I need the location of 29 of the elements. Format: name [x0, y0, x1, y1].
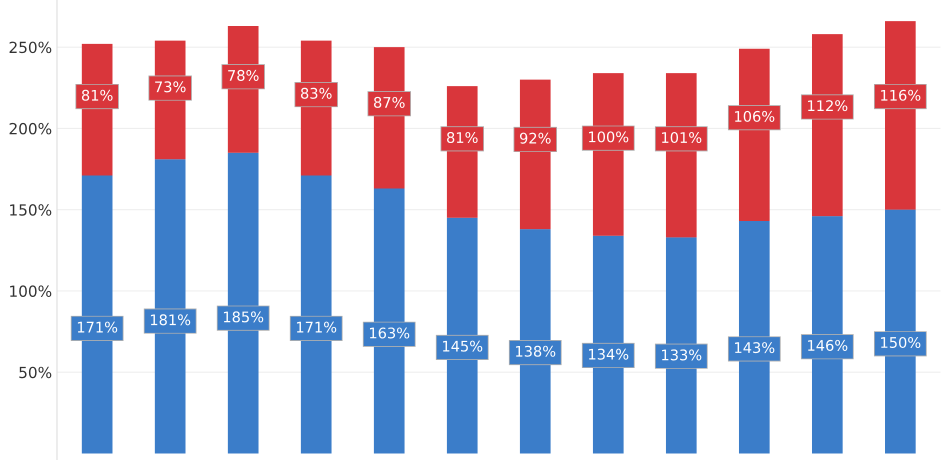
data-label: 133%	[662, 349, 702, 360]
data-label: 171%	[78, 322, 118, 333]
y-tick-label: 150%	[10, 204, 52, 216]
data-label: 87%	[374, 96, 405, 108]
data-label: 145%	[442, 340, 482, 352]
y-tick-label: 200%	[10, 122, 52, 134]
data-label: 112%	[808, 100, 848, 112]
data-label: 83%	[300, 88, 332, 99]
y-tick-label: 50%	[19, 366, 52, 378]
data-label: 171%	[296, 322, 336, 333]
y-tick-label: 250%	[10, 42, 52, 54]
data-label: 138%	[516, 346, 556, 357]
data-label: 150%	[881, 336, 920, 348]
data-label: 185%	[224, 311, 264, 322]
data-label: 101%	[662, 132, 702, 144]
data-label: 81%	[82, 90, 113, 101]
data-label: 116%	[881, 90, 920, 101]
data-label: 100%	[589, 131, 628, 142]
data-label: 181%	[150, 314, 190, 326]
data-label: 78%	[228, 70, 259, 81]
data-label: 134%	[589, 348, 628, 360]
data-label: 106%	[735, 110, 774, 122]
data-label: 73%	[155, 81, 186, 92]
data-label: 81%	[447, 132, 478, 144]
data-label: 146%	[808, 340, 848, 351]
data-label: 143%	[735, 342, 774, 354]
data-label: 92%	[520, 132, 551, 144]
y-tick-label: 100%	[10, 285, 52, 297]
data-label: 163%	[370, 327, 410, 339]
